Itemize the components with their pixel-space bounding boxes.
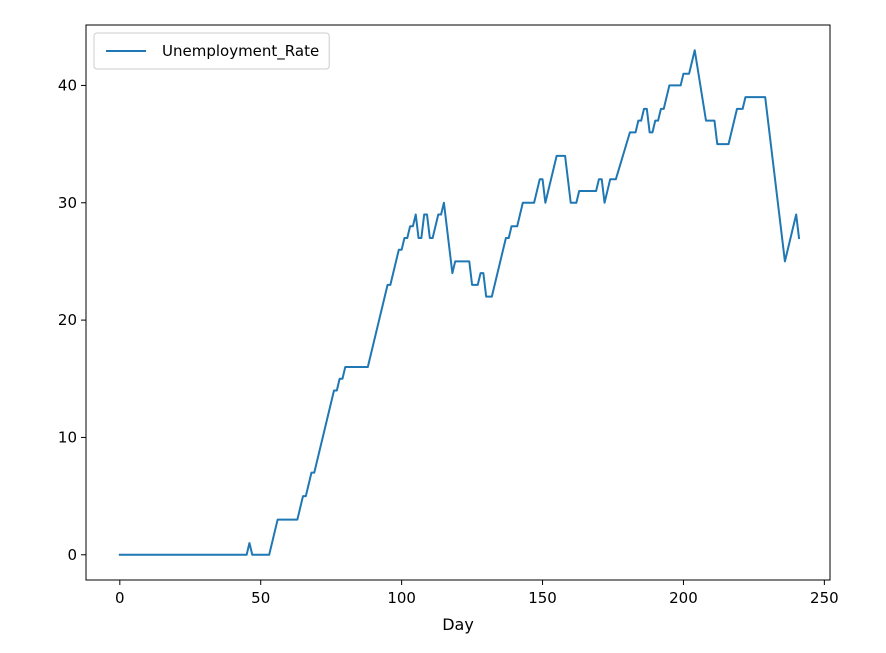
x-tick-label: 100: [387, 589, 416, 607]
x-tick-label: 0: [115, 589, 125, 607]
y-tick-label: 10: [58, 428, 77, 446]
y-tick-label: 20: [58, 311, 77, 329]
plot-frame: [85, 24, 831, 581]
x-tick-label: 50: [251, 589, 270, 607]
x-axis: 0 50 100 150 200 250: [115, 580, 839, 607]
series-line: [118, 49, 801, 556]
legend: Unemployment_Rate: [93, 32, 330, 70]
y-tick-label: 40: [58, 76, 77, 94]
plot-layer: [118, 49, 801, 556]
x-tick-label: 250: [810, 589, 839, 607]
x-axis-label: Day: [442, 615, 474, 634]
legend-label: Unemployment_Rate: [162, 42, 319, 61]
y-tick-label: 30: [58, 194, 77, 212]
y-axis: 0 10 20 30 40: [58, 76, 86, 564]
legend-box: [93, 32, 330, 70]
x-tick-label: 200: [669, 589, 698, 607]
x-tick-label: 150: [528, 589, 557, 607]
y-tick-label: 0: [67, 546, 77, 564]
